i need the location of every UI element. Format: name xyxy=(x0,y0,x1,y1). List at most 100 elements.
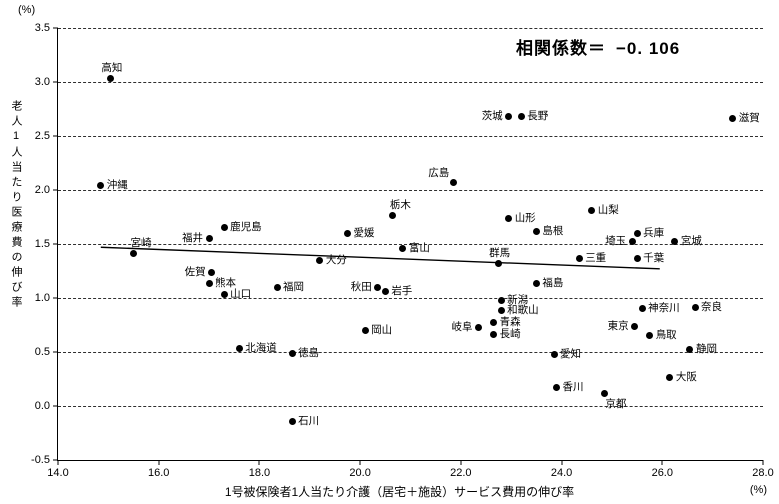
data-point-label: 大阪 xyxy=(675,371,697,384)
x-tick-mark xyxy=(762,460,764,465)
data-point-label: 愛知 xyxy=(560,347,582,360)
data-point-label: 群馬 xyxy=(489,246,511,259)
data-point-label: 栃木 xyxy=(389,199,411,212)
data-point-label: 福井 xyxy=(182,232,204,245)
data-point-label: 京都 xyxy=(605,398,627,411)
y-axis-unit-label: (%) xyxy=(18,4,36,16)
y-tick-label: 1.5 xyxy=(34,238,50,250)
x-tick-label: 26.0 xyxy=(651,467,673,479)
x-tick-label: 28.0 xyxy=(752,467,774,479)
data-point-marker xyxy=(628,238,636,246)
data-point-label: 千葉 xyxy=(643,251,665,264)
data-point-marker xyxy=(517,113,525,121)
data-point-label: 島根 xyxy=(542,224,564,237)
data-point-label: 大分 xyxy=(325,253,347,266)
data-point-label: 愛媛 xyxy=(353,226,375,239)
data-point-marker xyxy=(497,296,505,304)
y-tick-mark xyxy=(53,351,58,353)
data-point-marker xyxy=(205,235,213,243)
data-point-marker xyxy=(666,374,674,382)
data-point-label: 広島 xyxy=(428,166,450,179)
y-tick-label: 0.5 xyxy=(34,346,50,358)
data-point-marker xyxy=(600,389,608,397)
y-tick-label: 2.5 xyxy=(34,130,50,142)
data-point-label: 鳥取 xyxy=(655,329,677,342)
x-tick-mark xyxy=(258,460,260,465)
data-point-marker xyxy=(220,291,228,299)
data-point-marker xyxy=(631,322,639,330)
data-point-label: 三重 xyxy=(585,251,607,264)
data-point-marker xyxy=(208,268,216,276)
data-point-label: 秋田 xyxy=(350,280,372,293)
data-point-marker xyxy=(505,214,513,222)
data-point-label: 奈良 xyxy=(701,301,723,314)
x-axis-unit-label: (%) xyxy=(749,484,767,496)
x-tick-mark xyxy=(359,460,361,465)
correlation-value: −0. 106 xyxy=(616,39,681,58)
data-point-label: 宮城 xyxy=(680,235,702,248)
gridline xyxy=(58,28,763,29)
x-tick-label: 24.0 xyxy=(550,467,573,479)
data-point-marker xyxy=(646,332,654,340)
data-point-label: 山口 xyxy=(230,288,252,301)
y-tick-label: 3.5 xyxy=(34,22,50,34)
data-point-marker xyxy=(389,212,397,220)
data-point-label: 茨城 xyxy=(481,110,503,123)
data-point-label: 新潟 xyxy=(507,293,529,306)
x-tick-mark xyxy=(158,460,160,465)
y-tick-label: -0.5 xyxy=(31,454,50,466)
plot-area: 3.5 3.0 2.5 2.0 1.5 1.0 0.5 0.0 -0.5 14.0 16.0 18.0… xyxy=(31,22,774,479)
data-point-marker xyxy=(381,288,389,296)
data-point-marker xyxy=(490,331,498,339)
y-tick-mark xyxy=(53,459,58,461)
y-tick-mark xyxy=(53,135,58,137)
trend-line xyxy=(58,28,763,460)
y-tick-label: 0.0 xyxy=(34,400,50,412)
data-point-label: 富山 xyxy=(408,241,430,254)
data-point-marker xyxy=(691,304,699,312)
data-point-label: 佐賀 xyxy=(184,265,206,278)
data-point-label: 埼玉 xyxy=(605,235,627,248)
data-point-label: 福岡 xyxy=(283,280,305,293)
data-point-label: 兵庫 xyxy=(643,226,665,239)
data-point-label: 東京 xyxy=(607,319,629,332)
correlation-label: 相関係数＝ xyxy=(516,39,606,58)
data-point-label: 長崎 xyxy=(499,328,521,341)
correlation-annotation: 相関係数＝ −0. 106 xyxy=(516,34,680,59)
gridline xyxy=(58,298,763,299)
data-point-label: 鹿児島 xyxy=(230,221,262,234)
data-point-label: 和歌山 xyxy=(507,304,539,317)
x-tick-label: 16.0 xyxy=(147,467,170,479)
data-point-marker xyxy=(374,283,382,291)
data-point-marker xyxy=(550,350,558,358)
data-point-label: 北海道 xyxy=(245,342,277,355)
data-point-label: 神奈川 xyxy=(648,302,680,315)
x-tick-mark xyxy=(661,460,663,465)
data-point-marker xyxy=(633,229,641,237)
x-tick-mark xyxy=(561,460,563,465)
gridline xyxy=(58,190,763,191)
data-point-label: 山梨 xyxy=(597,204,619,217)
data-point-marker xyxy=(107,75,115,83)
data-point-marker xyxy=(532,227,540,235)
data-point-label: 岩手 xyxy=(391,285,413,298)
data-point-marker xyxy=(633,254,641,262)
data-point-label: 滋賀 xyxy=(738,112,760,125)
data-point-label: 高知 xyxy=(101,62,123,75)
x-tick-label: 18.0 xyxy=(248,467,271,479)
y-axis-title: 老人1人当たり医療費の伸び率 xyxy=(10,100,22,311)
gridline xyxy=(58,82,763,83)
data-point-marker xyxy=(344,229,352,237)
data-point-label: 熊本 xyxy=(215,277,237,290)
gridline xyxy=(58,352,763,353)
data-point-marker xyxy=(671,238,679,246)
data-point-marker xyxy=(273,283,281,291)
x-tick-label: 14.0 xyxy=(47,467,69,479)
data-point-label: 宮崎 xyxy=(130,237,152,250)
gridline xyxy=(58,406,763,407)
x-tick-label: 20.0 xyxy=(349,467,371,479)
data-point-marker xyxy=(235,345,243,353)
y-tick-label: 1.0 xyxy=(34,292,50,304)
data-point-marker xyxy=(288,349,296,357)
data-point-marker xyxy=(316,256,324,264)
